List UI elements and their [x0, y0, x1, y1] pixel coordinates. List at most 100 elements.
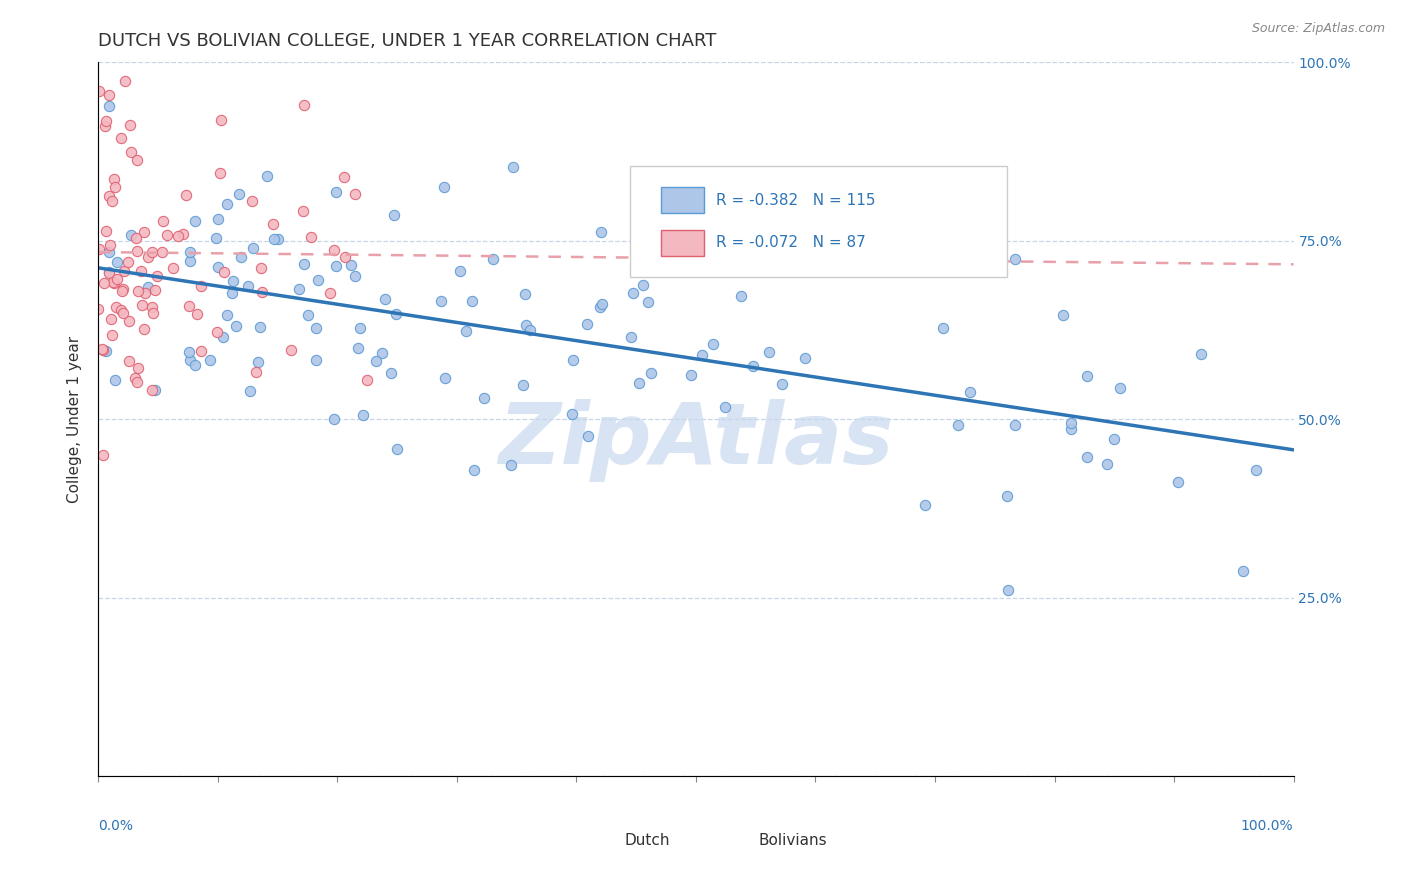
Point	[118, 314, 141, 328]
Point	[215, 308, 238, 322]
FancyBboxPatch shape	[661, 230, 704, 256]
Point	[1102, 433, 1125, 447]
Point	[758, 345, 780, 359]
Point	[207, 260, 229, 275]
Point	[97, 189, 120, 203]
Point	[142, 306, 165, 320]
Point	[319, 286, 342, 301]
Point	[103, 276, 125, 290]
Point	[111, 306, 134, 320]
Point	[1232, 564, 1254, 578]
Point	[93, 343, 115, 357]
Point	[222, 274, 245, 288]
Point	[433, 370, 456, 384]
Point	[352, 408, 374, 422]
Point	[637, 294, 659, 309]
Point	[101, 194, 124, 208]
Point	[621, 286, 644, 301]
Point	[267, 232, 290, 246]
Point	[134, 286, 156, 301]
Point	[134, 322, 156, 336]
Point	[339, 258, 361, 272]
Point	[741, 359, 763, 374]
Point	[433, 179, 456, 194]
Point	[118, 354, 141, 368]
Point	[100, 312, 122, 326]
Point	[347, 342, 370, 356]
Point	[124, 231, 146, 245]
Point	[589, 225, 612, 239]
Point	[198, 353, 221, 368]
Point	[333, 250, 356, 264]
Point	[94, 113, 117, 128]
Point	[1109, 381, 1132, 395]
Point	[463, 463, 485, 477]
Point	[304, 353, 326, 368]
Point	[100, 41, 122, 55]
Point	[323, 412, 346, 426]
Point	[356, 373, 378, 387]
Point	[515, 318, 537, 333]
Text: Dutch: Dutch	[624, 833, 669, 847]
Point	[127, 153, 149, 168]
Point	[98, 245, 121, 260]
Point	[205, 325, 228, 339]
Point	[94, 119, 117, 133]
Point	[238, 278, 260, 293]
Point	[143, 283, 166, 297]
Point	[156, 228, 179, 243]
Point	[179, 299, 201, 313]
Point	[111, 284, 134, 298]
Point	[124, 371, 146, 385]
Point	[229, 250, 252, 264]
Point	[105, 301, 128, 315]
Point	[98, 265, 121, 279]
Point	[162, 260, 184, 275]
Point	[292, 204, 315, 219]
Point	[183, 359, 205, 373]
Point	[110, 303, 132, 318]
Point	[127, 361, 149, 376]
Point	[1052, 308, 1074, 322]
Point	[87, 242, 110, 256]
Point	[146, 269, 169, 284]
Point	[575, 317, 598, 331]
Point	[633, 278, 655, 293]
Point	[117, 255, 139, 269]
Point	[179, 344, 201, 359]
Point	[482, 252, 505, 266]
Point	[179, 352, 201, 367]
Point	[186, 307, 208, 321]
Point	[681, 368, 703, 383]
Point	[562, 352, 585, 367]
Point	[640, 366, 662, 380]
Point	[101, 275, 124, 289]
Point	[225, 319, 247, 334]
Point	[589, 300, 612, 314]
Point	[280, 343, 302, 358]
Point	[932, 320, 955, 334]
Point	[387, 442, 409, 457]
Point	[138, 250, 160, 264]
Point	[211, 330, 233, 344]
Point	[627, 376, 650, 390]
Point	[1060, 422, 1083, 436]
FancyBboxPatch shape	[630, 166, 1007, 277]
Text: R = -0.072   N = 87: R = -0.072 N = 87	[716, 235, 866, 251]
Text: DUTCH VS BOLIVIAN COLLEGE, UNDER 1 YEAR CORRELATION CHART: DUTCH VS BOLIVIAN COLLEGE, UNDER 1 YEAR …	[98, 32, 717, 50]
FancyBboxPatch shape	[661, 187, 704, 213]
Point	[770, 377, 793, 392]
Point	[120, 227, 142, 242]
Point	[179, 253, 201, 268]
Point	[787, 220, 810, 235]
Point	[690, 348, 713, 362]
Point	[94, 344, 117, 359]
Point	[959, 385, 981, 400]
Point	[263, 232, 285, 246]
Point	[454, 324, 477, 338]
Text: R = -0.382   N = 115: R = -0.382 N = 115	[716, 193, 876, 208]
Point	[997, 489, 1019, 503]
Point	[98, 99, 121, 113]
Point	[288, 282, 311, 296]
Point	[103, 373, 125, 387]
